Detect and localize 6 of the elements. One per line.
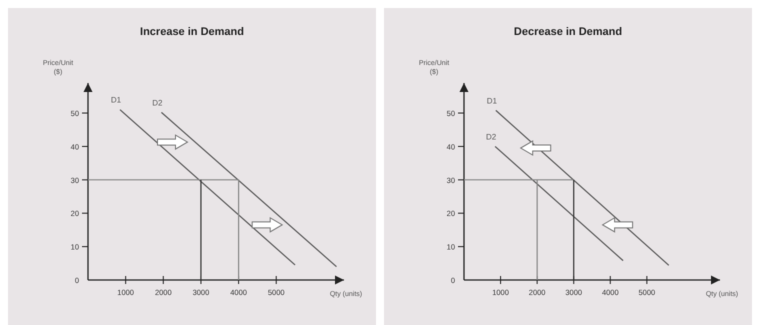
chart-title: Decrease in Demand (514, 26, 622, 38)
series-label: D1 (110, 96, 122, 105)
chart-title: Increase in Demand (140, 26, 244, 38)
series-label: D2 (486, 132, 497, 142)
series-label: D2 (152, 98, 164, 108)
series-label: D1 (486, 96, 498, 106)
